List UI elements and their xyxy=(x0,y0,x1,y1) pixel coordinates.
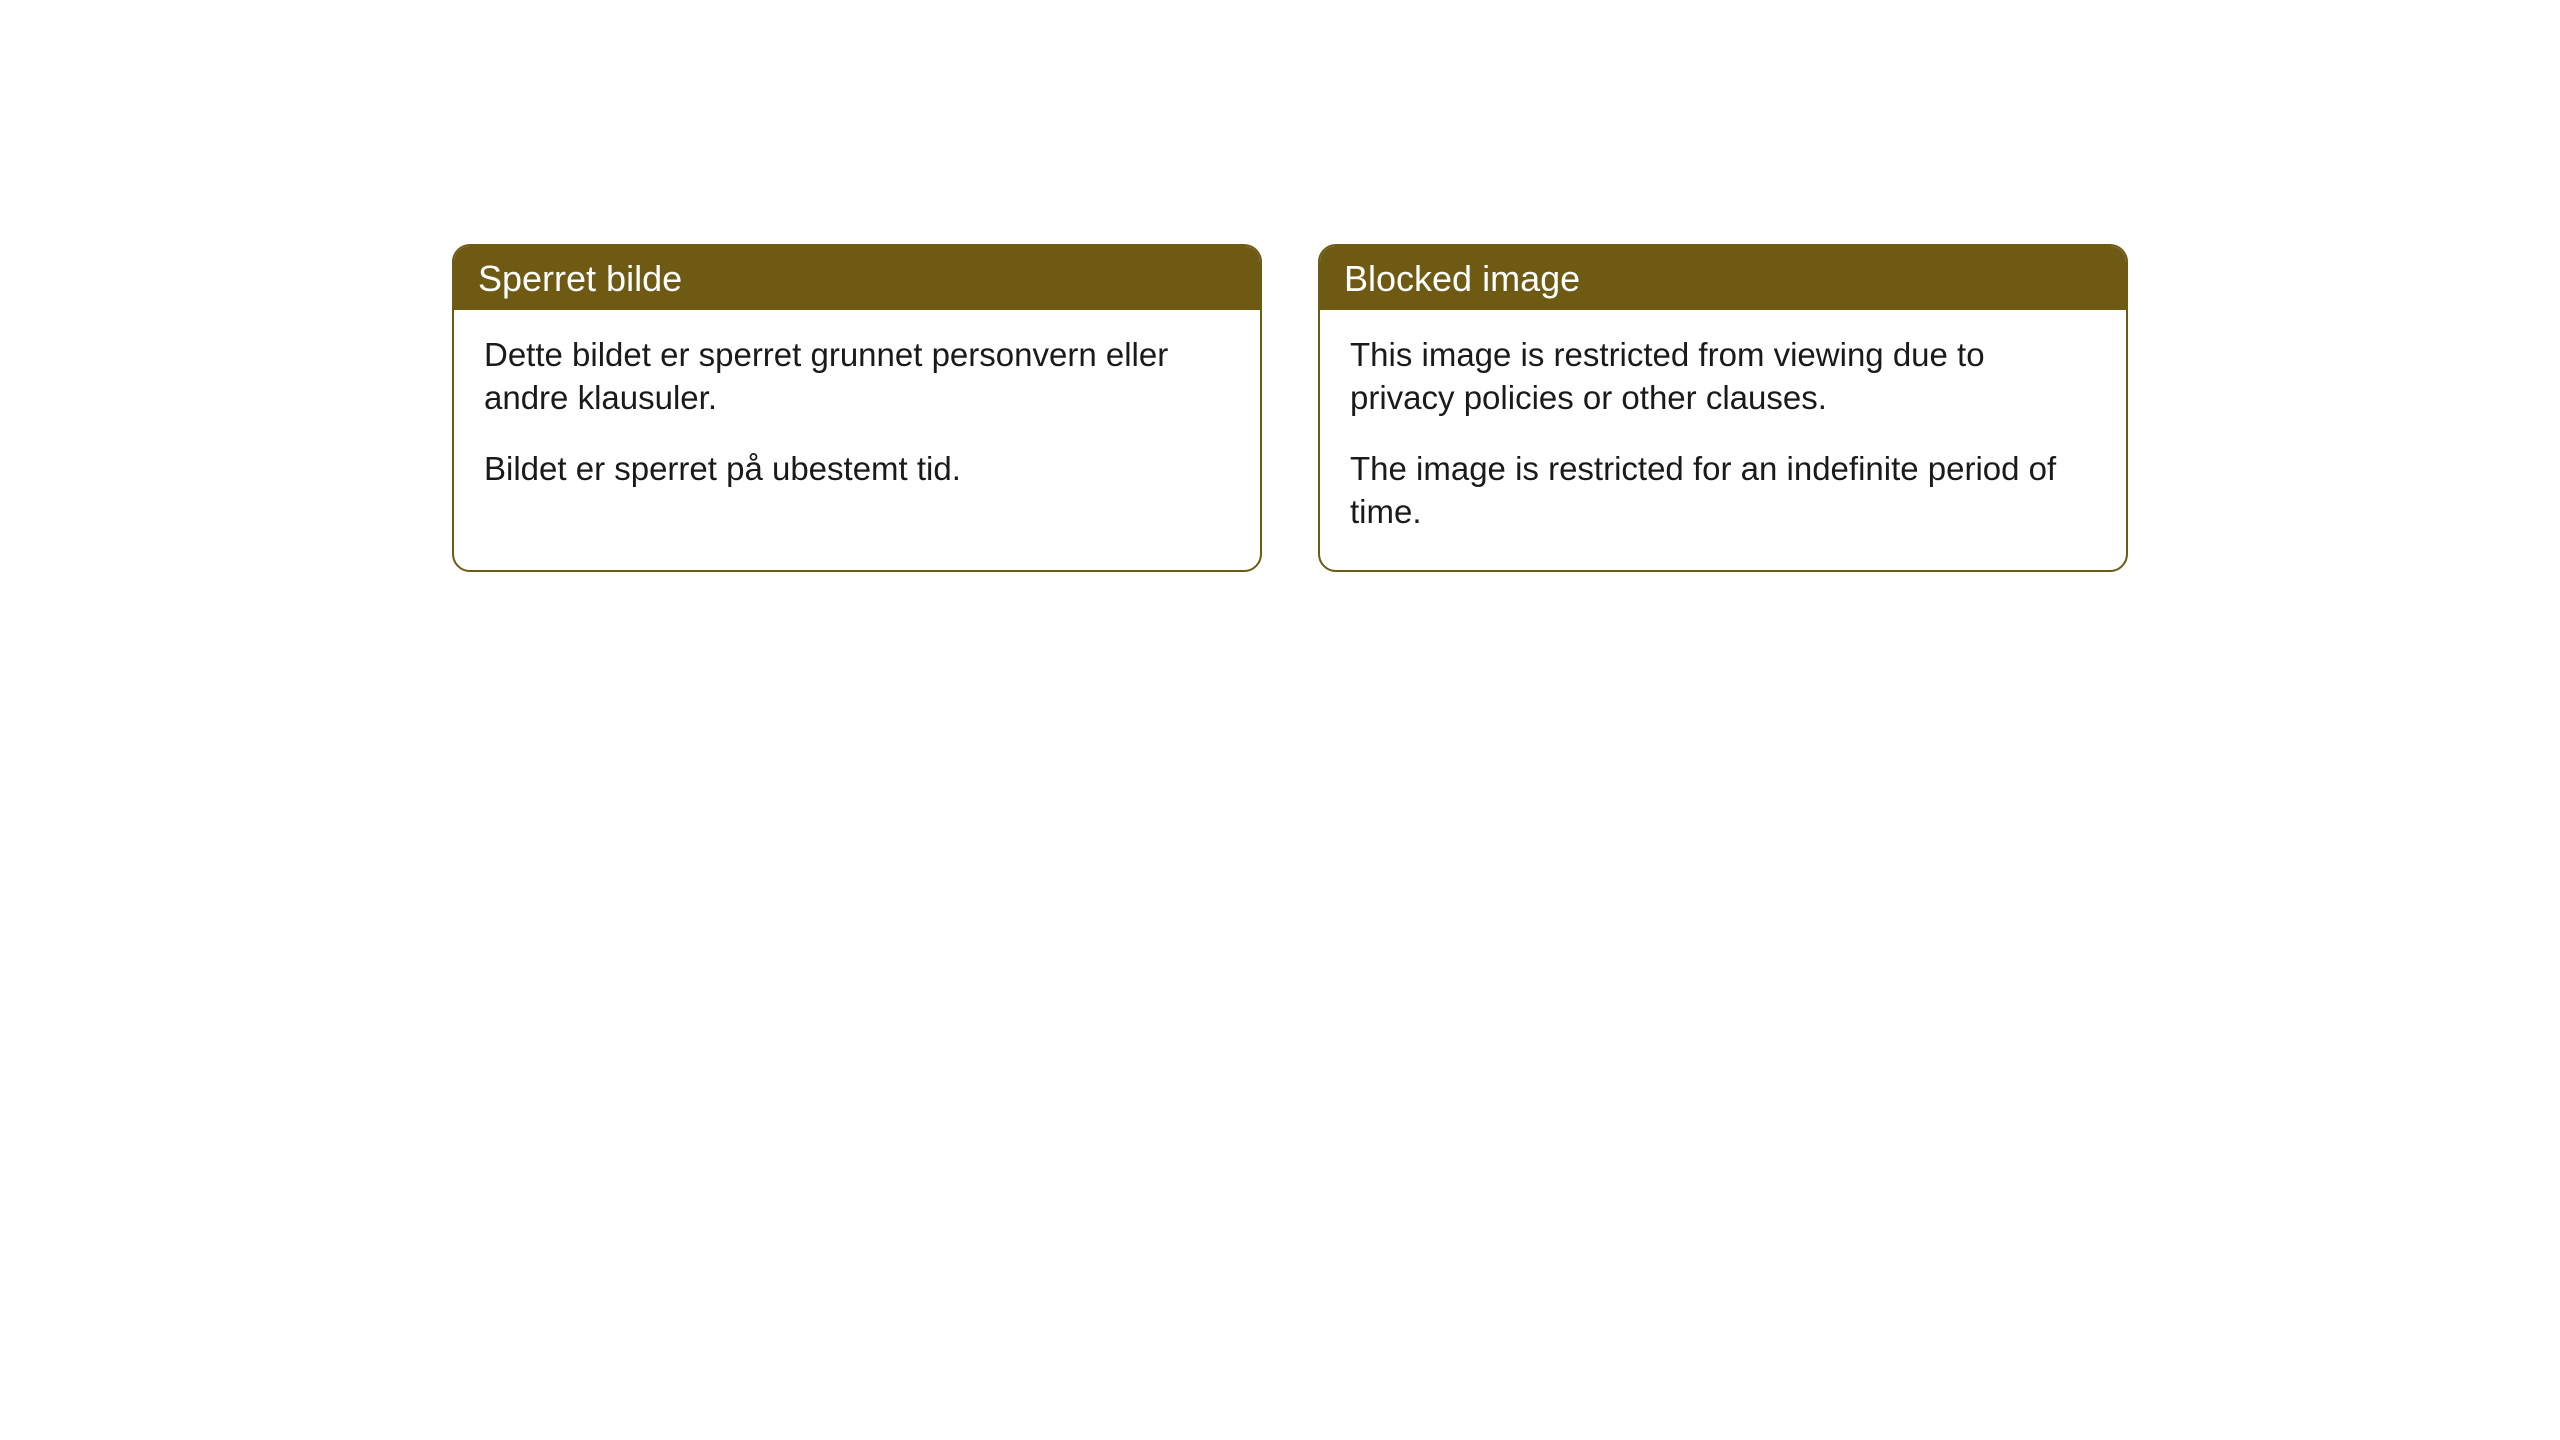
card-body-norwegian: Dette bildet er sperret grunnet personve… xyxy=(454,310,1260,527)
blocked-image-card-norwegian: Sperret bilde Dette bildet er sperret gr… xyxy=(452,244,1262,572)
blocked-image-card-english: Blocked image This image is restricted f… xyxy=(1318,244,2128,572)
card-body-english: This image is restricted from viewing du… xyxy=(1320,310,2126,570)
card-title: Blocked image xyxy=(1344,258,1580,299)
notice-cards-container: Sperret bilde Dette bildet er sperret gr… xyxy=(0,0,2560,572)
card-header-norwegian: Sperret bilde xyxy=(454,246,1260,310)
card-paragraph-1: Dette bildet er sperret grunnet personve… xyxy=(484,334,1230,420)
card-paragraph-2: Bildet er sperret på ubestemt tid. xyxy=(484,448,1230,491)
card-paragraph-1: This image is restricted from viewing du… xyxy=(1350,334,2096,420)
card-title: Sperret bilde xyxy=(478,258,682,299)
card-header-english: Blocked image xyxy=(1320,246,2126,310)
card-paragraph-2: The image is restricted for an indefinit… xyxy=(1350,448,2096,534)
